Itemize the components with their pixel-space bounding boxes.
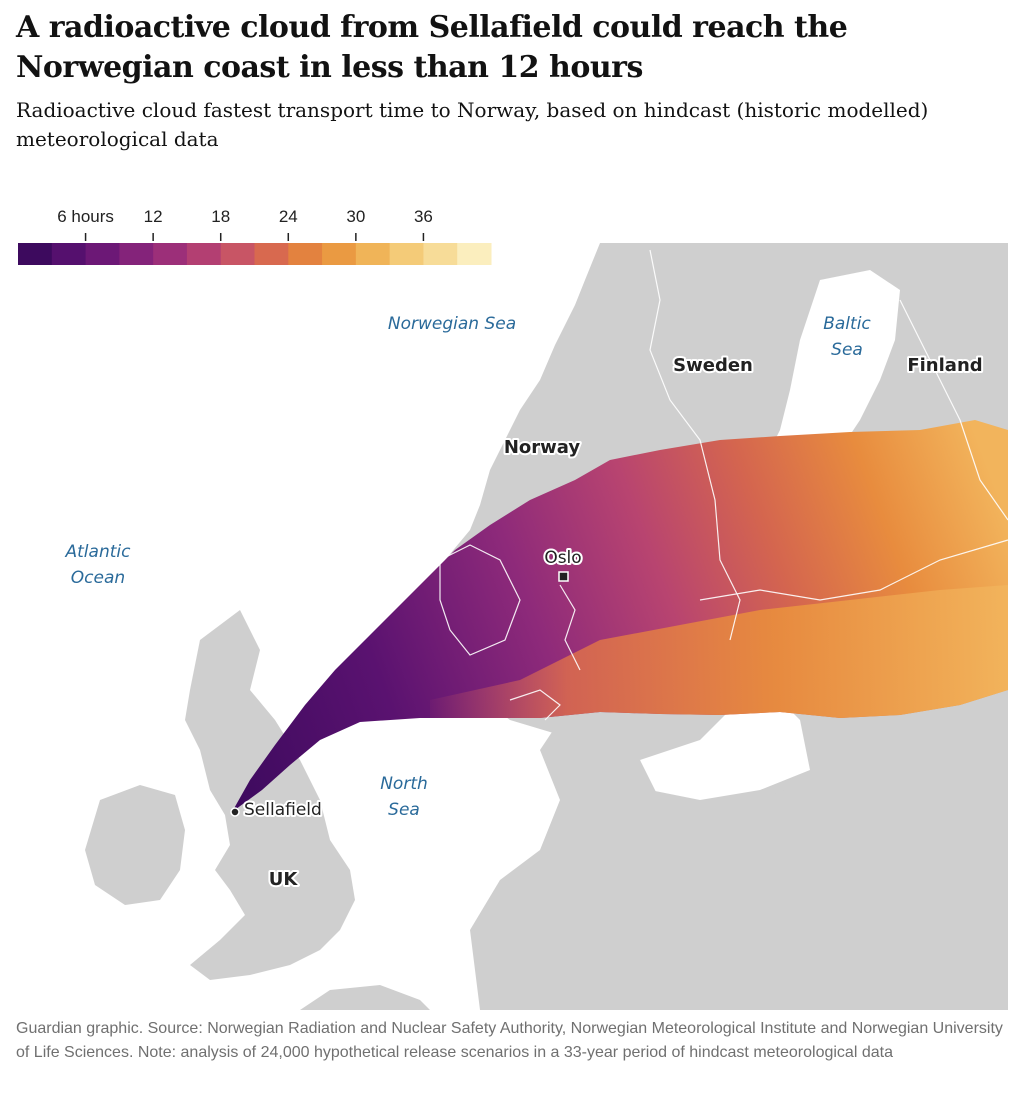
label-oslo: Oslo — [544, 548, 581, 568]
label-norwegian-sea: Norwegian Sea — [388, 314, 516, 334]
legend-swatch — [322, 243, 357, 265]
legend-tick-label: 30 — [346, 207, 365, 226]
legend-swatch — [389, 243, 424, 265]
label-baltic-sea-line1: Baltic — [823, 314, 871, 334]
legend-swatch — [119, 243, 154, 265]
legend-tick-label: 36 — [414, 207, 433, 226]
label-baltic-sea-line2: Sea — [831, 340, 863, 360]
legend-swatch — [85, 243, 120, 265]
land-uk — [185, 610, 355, 980]
plume-southern-band — [430, 585, 1008, 718]
legend-tick-label: 24 — [279, 207, 298, 226]
label-north-sea-line1: North — [380, 774, 428, 794]
legend-swatch — [51, 243, 87, 265]
legend-tick-label: 18 — [211, 207, 230, 226]
label-norway: Norway — [504, 437, 581, 458]
legend-tick-label: 12 — [144, 207, 163, 226]
legend-swatch — [220, 243, 255, 265]
source-note: Guardian graphic. Source: Norwegian Radi… — [16, 1020, 1003, 1061]
label-atlantic-line2: Ocean — [71, 568, 125, 588]
legend-swatch — [18, 243, 53, 265]
baltic-water — [640, 270, 900, 800]
legend-swatch — [457, 243, 492, 265]
chart-subtitle: Radioactive cloud fastest transport time… — [16, 98, 929, 151]
legend-swatch — [355, 243, 391, 265]
legend-swatch — [254, 243, 289, 265]
legend-swatch — [153, 243, 188, 265]
label-uk: UK — [269, 869, 299, 890]
label-atlantic-line1: Atlantic — [65, 542, 132, 562]
sellafield-marker-icon — [230, 807, 240, 817]
oslo-marker-icon — [558, 571, 569, 582]
label-north-sea-line2: Sea — [388, 800, 420, 820]
legend: 6 hours 12 18 24 30 36 — [18, 207, 492, 265]
legend-swatch — [288, 243, 323, 265]
label-sweden: Sweden — [673, 355, 753, 376]
chart-title: A radioactive cloud from Sellafield coul… — [16, 10, 848, 85]
country-borders — [439, 249, 1009, 721]
legend-swatch — [423, 243, 458, 265]
legend-swatch — [186, 243, 222, 265]
label-sellafield: Sellafield — [244, 800, 322, 820]
land-france — [300, 985, 430, 1010]
label-finland: Finland — [907, 355, 982, 376]
legend-tick-label: 6 hours — [57, 207, 114, 226]
land-ireland — [85, 785, 185, 905]
land-mainland-europe — [470, 720, 1008, 1010]
